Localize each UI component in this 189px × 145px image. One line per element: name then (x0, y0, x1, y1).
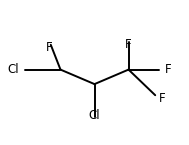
Text: F: F (164, 63, 171, 76)
Text: Cl: Cl (89, 109, 100, 122)
Text: F: F (125, 38, 132, 51)
Text: Cl: Cl (7, 63, 19, 76)
Text: F: F (46, 41, 53, 54)
Text: F: F (159, 92, 165, 105)
